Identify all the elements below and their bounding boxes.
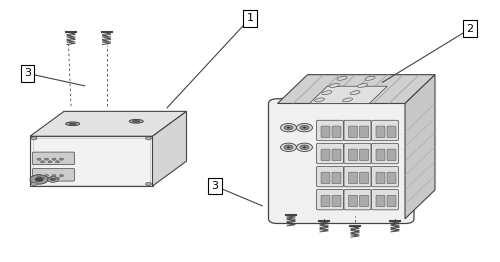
Polygon shape — [30, 136, 152, 186]
Circle shape — [44, 174, 48, 177]
FancyBboxPatch shape — [372, 143, 398, 164]
Polygon shape — [30, 111, 186, 136]
Ellipse shape — [330, 84, 340, 88]
Circle shape — [40, 177, 44, 179]
Polygon shape — [152, 111, 186, 186]
FancyBboxPatch shape — [32, 152, 74, 165]
FancyBboxPatch shape — [344, 166, 371, 187]
Circle shape — [296, 123, 312, 132]
FancyBboxPatch shape — [348, 126, 358, 138]
FancyBboxPatch shape — [321, 149, 330, 161]
Circle shape — [30, 175, 48, 184]
Polygon shape — [278, 75, 435, 103]
FancyBboxPatch shape — [321, 126, 330, 138]
FancyBboxPatch shape — [376, 126, 385, 138]
FancyBboxPatch shape — [316, 143, 344, 164]
Circle shape — [56, 161, 60, 163]
FancyBboxPatch shape — [387, 126, 396, 138]
Text: 3: 3 — [212, 181, 218, 191]
Circle shape — [280, 143, 296, 151]
Circle shape — [303, 127, 306, 128]
Circle shape — [35, 177, 43, 182]
Ellipse shape — [358, 84, 368, 88]
FancyBboxPatch shape — [376, 149, 385, 161]
Circle shape — [48, 177, 52, 179]
FancyBboxPatch shape — [360, 172, 368, 184]
Circle shape — [287, 146, 290, 148]
FancyBboxPatch shape — [387, 195, 396, 207]
FancyBboxPatch shape — [332, 195, 341, 207]
Circle shape — [60, 174, 64, 177]
Ellipse shape — [350, 91, 360, 95]
Circle shape — [50, 178, 56, 181]
Text: 3: 3 — [24, 68, 31, 78]
Circle shape — [40, 161, 44, 163]
FancyBboxPatch shape — [372, 166, 398, 187]
Circle shape — [37, 174, 41, 177]
FancyBboxPatch shape — [348, 149, 358, 161]
FancyBboxPatch shape — [344, 120, 371, 141]
Ellipse shape — [68, 123, 76, 125]
Ellipse shape — [66, 122, 80, 126]
Ellipse shape — [342, 98, 352, 102]
Circle shape — [146, 137, 152, 140]
Circle shape — [296, 143, 312, 151]
Circle shape — [287, 127, 290, 128]
FancyBboxPatch shape — [321, 195, 330, 207]
Ellipse shape — [314, 98, 324, 102]
FancyBboxPatch shape — [344, 189, 371, 210]
FancyBboxPatch shape — [360, 195, 368, 207]
Circle shape — [146, 182, 152, 185]
Circle shape — [284, 145, 293, 150]
FancyBboxPatch shape — [376, 172, 385, 184]
Ellipse shape — [129, 119, 143, 123]
Circle shape — [31, 137, 37, 140]
FancyBboxPatch shape — [372, 120, 398, 141]
Circle shape — [303, 146, 306, 148]
Circle shape — [284, 125, 293, 130]
FancyBboxPatch shape — [360, 126, 368, 138]
FancyBboxPatch shape — [376, 195, 385, 207]
Text: 2: 2 — [466, 24, 473, 34]
Ellipse shape — [365, 76, 375, 80]
Circle shape — [56, 177, 60, 179]
Circle shape — [48, 177, 58, 182]
Polygon shape — [310, 86, 388, 103]
Circle shape — [52, 174, 56, 177]
FancyBboxPatch shape — [332, 172, 341, 184]
FancyBboxPatch shape — [344, 143, 371, 164]
FancyBboxPatch shape — [348, 172, 358, 184]
FancyBboxPatch shape — [360, 149, 368, 161]
FancyBboxPatch shape — [316, 189, 344, 210]
FancyBboxPatch shape — [332, 126, 341, 138]
Circle shape — [31, 182, 37, 185]
Circle shape — [37, 158, 41, 160]
FancyBboxPatch shape — [268, 99, 414, 223]
FancyBboxPatch shape — [316, 166, 344, 187]
Circle shape — [300, 125, 309, 130]
FancyBboxPatch shape — [332, 149, 341, 161]
Circle shape — [280, 123, 296, 132]
FancyBboxPatch shape — [387, 172, 396, 184]
FancyBboxPatch shape — [348, 195, 358, 207]
Ellipse shape — [322, 91, 332, 95]
Circle shape — [44, 158, 48, 160]
Polygon shape — [405, 75, 435, 219]
Text: 1: 1 — [246, 13, 254, 23]
Ellipse shape — [132, 120, 140, 122]
Circle shape — [52, 158, 56, 160]
Circle shape — [60, 158, 64, 160]
FancyBboxPatch shape — [372, 189, 398, 210]
Ellipse shape — [337, 76, 347, 80]
FancyBboxPatch shape — [316, 120, 344, 141]
FancyBboxPatch shape — [321, 172, 330, 184]
FancyBboxPatch shape — [32, 168, 74, 181]
Circle shape — [300, 145, 309, 150]
FancyBboxPatch shape — [387, 149, 396, 161]
Circle shape — [48, 161, 52, 163]
